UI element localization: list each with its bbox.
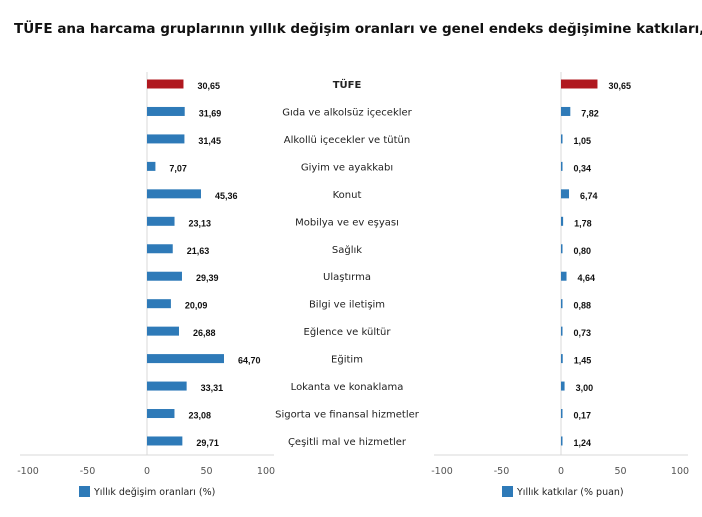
category-label: Mobilya ve ev eşyası [295,217,399,228]
category-label: Sigorta ve finansal hizmetler [275,410,420,421]
x-tick-label: 50 [200,466,212,477]
x-tick-label: 50 [614,466,626,477]
data-label: 0,34 [574,163,592,173]
data-label: 26,88 [193,328,216,338]
bar [147,409,175,419]
data-label: 64,70 [238,356,261,366]
bar [561,134,563,144]
data-label: 0,80 [574,246,592,256]
category-label: Ulaştırma [323,272,371,283]
bar [147,106,185,116]
x-tick-label: -100 [431,466,453,477]
x-tick-label: 0 [558,466,564,477]
x-tick-label: 0 [144,466,150,477]
bar [561,381,565,391]
category-label: Lokanta ve konaklama [291,382,404,393]
bar [561,326,563,336]
data-label: 0,17 [574,411,592,421]
bar [561,106,571,116]
data-label: 23,13 [189,218,212,228]
legend-swatch [502,486,513,497]
data-label: 7,07 [169,163,187,173]
data-label: 0,73 [574,328,592,338]
bar [147,244,173,254]
data-label: 1,78 [574,218,592,228]
data-label: 7,82 [581,108,599,118]
data-label: 33,31 [201,383,224,393]
bar [147,381,187,391]
data-label: 29,71 [196,438,219,448]
bar [147,216,175,226]
bar [147,354,224,364]
legend-label: Yıllık katkılar (% puan) [516,487,624,498]
category-label: Çeşitli mal ve hizmetler [288,437,407,448]
bar [561,409,563,419]
bar [147,271,182,281]
x-tick-label: -50 [80,466,96,477]
data-label: 0,88 [574,301,592,311]
data-label: 1,05 [574,136,592,146]
category-label: Alkollü içecekler ve tütün [284,135,410,146]
category-label: TÜFE [333,77,362,91]
bar [147,436,183,446]
data-label: 30,65 [197,81,220,91]
bar [147,189,201,199]
x-tick-label: -50 [494,466,510,477]
data-label: 1,45 [574,356,592,366]
data-label: 23,08 [188,411,211,421]
category-label: Bilgi ve iletişim [309,300,385,311]
data-label: 29,39 [196,273,219,283]
bar [561,271,567,281]
data-label: 31,69 [199,108,222,118]
category-label: Eğitim [331,354,363,366]
chart-title: TÜFE ana harcama gruplarının yıllık deği… [14,19,702,37]
bar [561,354,563,364]
bar [561,216,564,226]
category-label: Gıda ve alkolsüz içecekler [282,107,412,118]
data-label: 3,00 [576,383,594,393]
data-label: 6,74 [580,191,598,201]
bar [561,299,563,309]
category-label: Sağlık [332,244,362,256]
bar [147,326,179,336]
bar [147,299,171,309]
data-label: 1,24 [574,438,592,448]
category-label: Konut [333,190,362,201]
legend-label: Yıllık değişim oranları (%) [93,487,215,498]
bar [147,79,184,89]
bar [561,244,563,254]
data-label: 31,45 [198,136,221,146]
legend-swatch [79,486,90,497]
category-label: Giyim ve ayakkabı [301,162,393,173]
data-label: 30,65 [608,81,631,91]
x-tick-label: 100 [671,466,689,477]
bar [147,134,185,144]
data-label: 45,36 [215,191,238,201]
category-label: Eğlence ve kültür [304,326,392,338]
bar [147,161,156,171]
bar [561,161,563,171]
x-tick-label: -100 [17,466,39,477]
x-tick-label: 100 [257,466,275,477]
bar [561,436,563,446]
data-label: 4,64 [578,273,596,283]
bar [561,189,570,199]
bar [561,79,598,89]
data-label: 20,09 [185,301,208,311]
data-label: 21,63 [187,246,210,256]
